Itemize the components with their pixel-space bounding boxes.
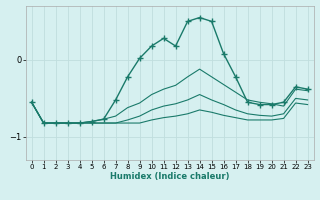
X-axis label: Humidex (Indice chaleur): Humidex (Indice chaleur)	[110, 172, 229, 181]
